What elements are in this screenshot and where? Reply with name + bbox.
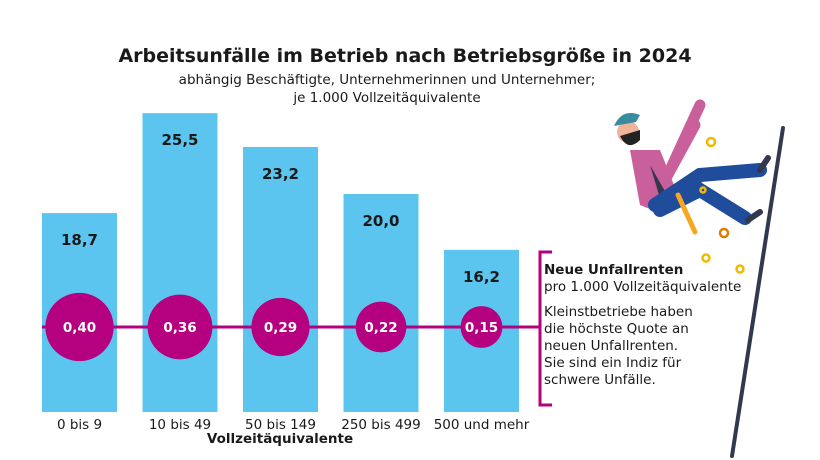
bubble-label: 0,15 (465, 320, 498, 336)
annotation-line: schwere Unfälle. (544, 372, 656, 388)
bubble-label: 0,29 (264, 320, 297, 336)
annotation-bracket (538, 250, 552, 407)
bubble (45, 292, 114, 362)
bubble (251, 297, 310, 357)
bar-value-label: 20,0 (362, 212, 399, 230)
bar (243, 146, 318, 412)
chart-title: Arbeitsunfälle im Betrieb nach Betriebsg… (118, 45, 691, 67)
annotation-subtitle: pro 1.000 Vollzeitäquivalente (544, 279, 742, 295)
bubble-label: 0,40 (63, 320, 96, 336)
annotation-title: Neue Unfallrenten (544, 262, 684, 278)
bar-value-label: 16,2 (463, 268, 500, 286)
x-tick-label: 10 bis 49 (149, 417, 211, 433)
bar (142, 113, 218, 413)
bubble (460, 306, 503, 348)
bar-value-label: 18,7 (61, 231, 98, 249)
x-tick-label: 50 bis 149 (245, 417, 316, 433)
worker-falling-from-ladder-illustration (614, 99, 785, 458)
bubble (147, 294, 213, 360)
ladder-icon (730, 126, 785, 458)
x-tick-label: 500 und mehr (434, 417, 530, 433)
annotation-line: Sie sind ein Indiz für (544, 355, 682, 371)
annotation-line: die höchste Quote an (544, 321, 689, 337)
annotation-text: Kleinstbetriebe haben die höchste Quote … (544, 304, 744, 389)
annotation: Neue Unfallrenten pro 1.000 Vollzeitäqui… (544, 262, 744, 389)
annotation-line: Kleinstbetriebe haben (544, 304, 693, 320)
bubble-label: 0,36 (163, 320, 196, 336)
chart-subtitle-1: abhängig Beschäftigte, Unternehmerinnen … (179, 72, 596, 88)
x-tick-label: 0 bis 9 (57, 417, 102, 433)
bar-value-label: 25,5 (161, 131, 198, 149)
wrench-icon (675, 192, 698, 235)
bubble-label: 0,22 (364, 320, 397, 336)
x-tick-label: 250 bis 499 (341, 417, 420, 433)
bar-value-label: 23,2 (262, 165, 299, 183)
x-axis-label: Vollzeitäquivalente (207, 431, 353, 447)
bubble (355, 301, 407, 353)
annotation-line: neuen Unfallrenten. (544, 338, 679, 354)
chart-subtitle-2: je 1.000 Vollzeitäquivalente (292, 90, 480, 106)
